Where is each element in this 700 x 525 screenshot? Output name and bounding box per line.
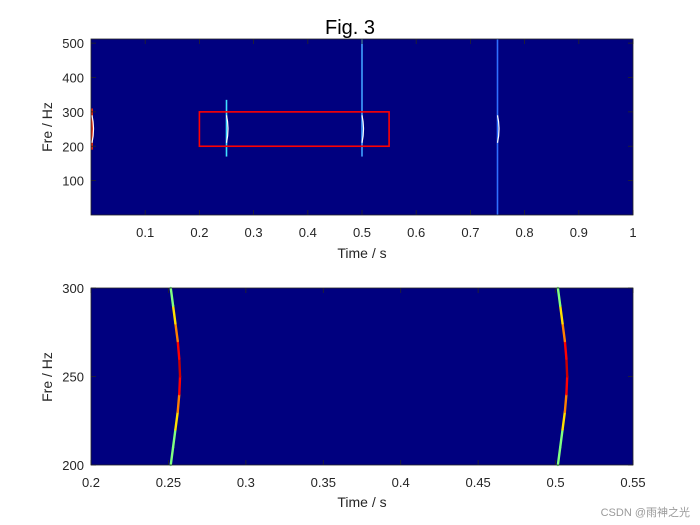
plot-bottom-xtick-label: 0.25 bbox=[156, 475, 181, 490]
plot-top-xtick-label: 0.9 bbox=[570, 225, 588, 240]
plot-bottom-xtick-label: 0.35 bbox=[311, 475, 336, 490]
plot-bottom-xtick-label: 0.5 bbox=[547, 475, 565, 490]
watermark: CSDN @雨神之光 bbox=[601, 505, 690, 519]
curve-1-segment bbox=[556, 286, 562, 307]
plot-top-ytick-label: 300 bbox=[62, 105, 84, 120]
curve-0-segment bbox=[171, 304, 177, 325]
plot-top-xtick-label: 0.1 bbox=[136, 225, 154, 240]
curve-1-segment bbox=[563, 393, 568, 414]
plot-top-xtick-label: 0.4 bbox=[299, 225, 317, 240]
plot-bottom-xtick-label: 0.3 bbox=[237, 475, 255, 490]
curve-0-segment bbox=[178, 375, 182, 396]
plot-top-xtick-label: 0.6 bbox=[407, 225, 425, 240]
plot-top-xlabel: Time / s bbox=[337, 245, 386, 261]
curve-1-segment bbox=[559, 428, 564, 449]
curve-0-segment bbox=[176, 393, 181, 414]
plot-top-xtick-label: 1 bbox=[629, 225, 636, 240]
curve-1-segment bbox=[565, 357, 569, 378]
plot-bottom-ylabel: Fre / Hz bbox=[39, 352, 55, 402]
curve-0-segment bbox=[174, 410, 179, 431]
curve-1-segment bbox=[563, 339, 568, 360]
plot-top-ytick-label: 200 bbox=[62, 139, 84, 154]
curve-0-segment bbox=[171, 428, 177, 449]
plot-top-xtick-label: 0.7 bbox=[461, 225, 479, 240]
curve-1-segment bbox=[561, 410, 567, 431]
curve-0-segment bbox=[169, 446, 175, 467]
curve-0-segment bbox=[178, 357, 182, 378]
zoom-region-box bbox=[198, 111, 390, 148]
plot-bottom-xtick-label: 0.55 bbox=[620, 475, 645, 490]
plot-top-xtick-label: 0.2 bbox=[190, 225, 208, 240]
plot-top-ylabel: Fre / Hz bbox=[39, 102, 55, 152]
spectral-core-2 bbox=[361, 115, 365, 143]
plot-bottom-xtick-label: 0.4 bbox=[392, 475, 410, 490]
plot-top-xtick-label: 0.3 bbox=[245, 225, 263, 240]
plot-top-ytick-label: 100 bbox=[62, 174, 84, 189]
curve-0-segment bbox=[176, 339, 181, 360]
plot-bottom-ytick-label: 200 bbox=[62, 458, 84, 473]
spectral-core-3 bbox=[496, 115, 500, 143]
curve-0-segment bbox=[169, 286, 175, 307]
plot-top-xtick-label: 0.8 bbox=[516, 225, 534, 240]
plot-bottom-xtick-label: 0.2 bbox=[82, 475, 100, 490]
plot-bottom-ytick-label: 300 bbox=[62, 281, 84, 296]
spectrogram-overview: 0.1 0.2 0.3 0.4 0.5 0.6 0.7 0.8 0.9 1 100 200 300 40… bbox=[39, 36, 637, 261]
curve-1-segment bbox=[559, 304, 564, 325]
curve-1-segment bbox=[556, 446, 562, 467]
plot-top-xtick-label: 0.5 bbox=[353, 225, 371, 240]
plot-bottom-xlabel: Time / s bbox=[337, 494, 386, 510]
plot-bottom-ytick-label: 250 bbox=[62, 370, 84, 385]
spectrogram-zoom: 0.2 0.25 0.3 0.35 0.4 0.45 0.5 0.55 200 250 300 T… bbox=[39, 281, 646, 510]
spectral-core-0 bbox=[91, 115, 95, 143]
spectral-core-1 bbox=[225, 115, 229, 143]
plot-top-ytick-label: 400 bbox=[62, 71, 84, 86]
figure-title: Fig. 3 bbox=[325, 17, 375, 39]
curve-0-segment bbox=[174, 322, 179, 343]
curve-1-segment bbox=[561, 322, 567, 343]
curve-1-segment bbox=[565, 375, 569, 396]
plot-bottom-background bbox=[91, 288, 633, 465]
plot-top-ytick-label: 500 bbox=[62, 36, 84, 51]
plot-bottom-xtick-label: 0.45 bbox=[465, 475, 490, 490]
